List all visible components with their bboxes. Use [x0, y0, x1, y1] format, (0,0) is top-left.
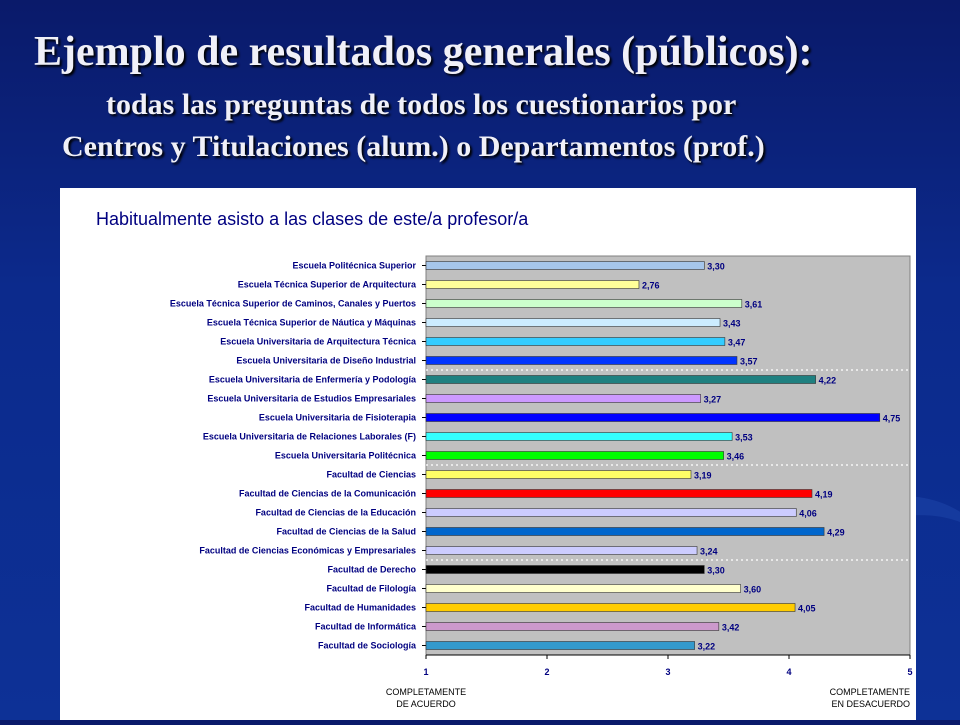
category-label: Escuela Universitaria de Estudios Empres… [207, 394, 416, 404]
category-label: Facultad de Ciencias de la Comunicación [239, 489, 416, 499]
bar [425, 375, 816, 384]
category-label: Facultad de Humanidades [304, 603, 416, 613]
slide-subtitle-line-1: todas las preguntas de todos los cuestio… [106, 88, 737, 121]
chart-panel: Habitualmente asisto a las clases de est… [60, 188, 916, 720]
bar [425, 413, 881, 422]
category-label: Facultad de Ciencias de la Educación [255, 508, 416, 518]
bar [425, 565, 705, 574]
data-label: 3,43 [723, 319, 741, 329]
category-label: Facultad de Informática [315, 622, 417, 632]
data-label: 2,76 [642, 281, 660, 291]
category-label: Facultad de Ciencias de la Salud [276, 527, 416, 537]
x-right-label: COMPLETAMENTE [830, 687, 910, 697]
bar [425, 546, 698, 555]
bar-chart: Habitualmente asisto a las clases de est… [96, 209, 913, 709]
bar [425, 280, 640, 289]
bar [425, 394, 701, 403]
category-label: Escuela Universitaria de Fisioterapia [259, 413, 417, 423]
bar [425, 641, 695, 650]
bar [425, 527, 825, 536]
data-label: 3,60 [744, 585, 762, 595]
data-label: 4,06 [799, 509, 817, 519]
bar [425, 356, 738, 365]
category-label: Escuela Universitaria de Arquitectura Té… [220, 337, 417, 347]
data-label: 3,24 [700, 547, 718, 557]
category-label: Escuela Técnica Superior de Arquitectura [238, 280, 417, 290]
x-tick-label: 2 [544, 667, 549, 677]
x-left-label: DE ACUERDO [396, 699, 456, 709]
bar [425, 584, 741, 593]
data-label: 3,57 [740, 357, 758, 367]
slide-subtitle-line-2: Centros y Titulaciones (alum.) o Departa… [62, 130, 765, 163]
category-label: Escuela Politécnica Superior [292, 261, 416, 271]
chart-title: Habitualmente asisto a las clases de est… [96, 209, 529, 229]
data-label: 3,46 [727, 452, 745, 462]
bar [425, 470, 692, 479]
data-label: 3,42 [722, 623, 740, 633]
x-left-label: COMPLETAMENTE [386, 687, 466, 697]
data-label: 3,53 [735, 433, 753, 443]
bar [425, 432, 733, 441]
data-label: 3,19 [694, 471, 712, 481]
category-label: Facultad de Derecho [327, 565, 416, 575]
data-label: 3,30 [707, 262, 725, 272]
slide-title: Ejemplo de resultados generales (público… [34, 29, 813, 75]
bar [425, 337, 726, 346]
category-label: Facultad de Ciencias [326, 470, 416, 480]
x-tick-label: 1 [423, 667, 428, 677]
bar [425, 622, 720, 631]
bar [425, 451, 724, 460]
category-label: Escuela Técnica Superior de Náutica y Má… [207, 318, 416, 328]
bar [425, 603, 796, 612]
data-label: 3,30 [707, 566, 725, 576]
data-label: 4,19 [815, 490, 833, 500]
bar [425, 299, 743, 308]
data-label: 4,29 [827, 528, 845, 538]
category-label: Escuela Universitaria de Relaciones Labo… [203, 432, 416, 442]
category-label: Facultad de Filología [326, 584, 417, 594]
x-tick-label: 4 [786, 667, 791, 677]
category-label: Facultad de Sociología [318, 641, 417, 651]
data-label: 3,22 [698, 642, 716, 652]
category-label: Escuela Universitaria de Enfermería y Po… [209, 375, 417, 385]
bar [425, 508, 797, 517]
data-label: 4,75 [883, 414, 901, 424]
data-label: 3,47 [728, 338, 746, 348]
data-label: 4,22 [819, 376, 837, 386]
bar [425, 261, 705, 270]
data-label: 4,05 [798, 604, 816, 614]
bar [425, 489, 813, 498]
category-label: Escuela Universitaria Politécnica [275, 451, 417, 461]
data-label: 3,61 [745, 300, 763, 310]
x-tick-label: 5 [907, 667, 912, 677]
data-label: 3,27 [704, 395, 722, 405]
x-right-label: EN DESACUERDO [831, 699, 910, 709]
bar [425, 318, 721, 327]
category-label: Escuela Universitaria de Diseño Industri… [236, 356, 416, 366]
slide-header: Ejemplo de resultados generales (público… [0, 0, 960, 185]
category-label: Facultad de Ciencias Económicas y Empres… [199, 546, 416, 556]
category-label: Escuela Técnica Superior de Caminos, Can… [170, 299, 416, 309]
x-tick-label: 3 [665, 667, 670, 677]
